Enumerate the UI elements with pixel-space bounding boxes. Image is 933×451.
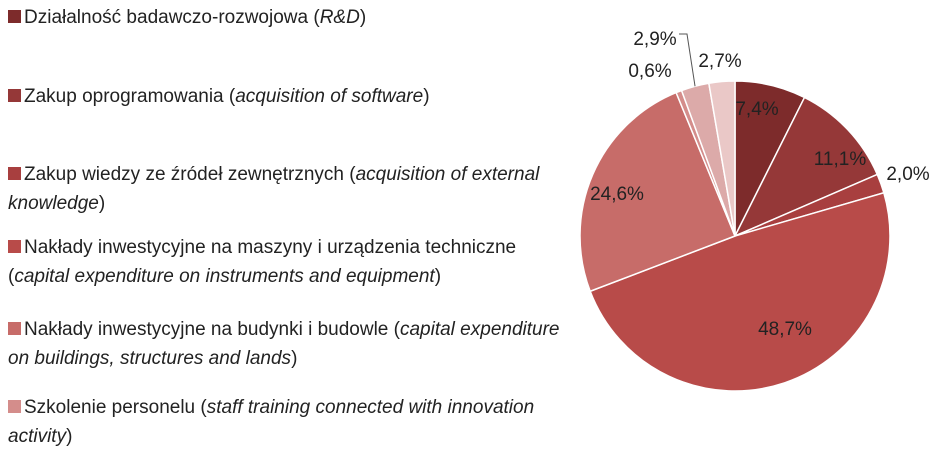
legend-swatch bbox=[8, 400, 21, 413]
legend-text: Zakup wiedzy ze źródeł zewnętrznych ( bbox=[24, 164, 356, 185]
legend-text: Szkolenie personelu ( bbox=[24, 397, 207, 418]
legend-text: ) bbox=[359, 7, 367, 28]
legend-entry: Zakup oprogramowania (acquisition of sof… bbox=[8, 82, 573, 111]
legend-swatch bbox=[8, 240, 21, 253]
legend-text: R&D bbox=[319, 7, 360, 28]
legend-entry: Zakup wiedzy ze źródeł zewnętrznych (acq… bbox=[8, 160, 573, 218]
legend-text: staff training connected with innovation… bbox=[8, 397, 535, 447]
legend-text: acquisition of software bbox=[235, 86, 424, 107]
legend-entry: Nakłady inwestycyjne na maszyny i urządz… bbox=[8, 233, 573, 291]
legend-entry: Działalność badawczo-rozwojowa (R&D) bbox=[8, 3, 573, 32]
legend-entry: Szkolenie personelu (staff training conn… bbox=[8, 393, 573, 451]
legend-text: Nakłady inwestycyjne na budynki i budowl… bbox=[24, 319, 400, 340]
legend-swatch bbox=[8, 10, 21, 23]
legend-text: ) bbox=[66, 426, 73, 447]
legend-swatch bbox=[8, 89, 21, 102]
data-label: 0,6% bbox=[628, 61, 671, 82]
data-label: 24,6% bbox=[590, 184, 644, 205]
legend-text: Działalność badawczo-rozwojowa ( bbox=[24, 7, 320, 28]
legend-text: Nakłady inwestycyjne na maszyny i urządz… bbox=[8, 237, 517, 287]
pie-slice bbox=[589, 191, 891, 392]
legend-text: acquisition of external knowledge bbox=[8, 164, 540, 214]
legend-text: ) bbox=[434, 266, 442, 287]
pie-slice bbox=[707, 80, 736, 237]
pie-slice bbox=[733, 96, 879, 238]
legend-entry: Nakłady inwestycyjne na budynki i budowl… bbox=[8, 315, 573, 373]
data-label: 7,4% bbox=[735, 99, 778, 120]
legend-text: capital expenditure on buildings, struct… bbox=[8, 319, 560, 369]
data-label: 2,0% bbox=[886, 164, 929, 185]
legend-swatch bbox=[8, 322, 21, 335]
data-label: 11,1% bbox=[814, 149, 867, 170]
legend-text: ) bbox=[291, 348, 298, 369]
data-label: 2,7% bbox=[698, 51, 741, 72]
legend-swatch bbox=[8, 167, 21, 180]
legend: Działalność badawczo-rozwojowa (R&D) Zaku… bbox=[8, 3, 573, 451]
legend-text: Zakup oprogramowania ( bbox=[24, 86, 236, 107]
leader-line bbox=[679, 33, 696, 87]
legend-text: ) bbox=[98, 193, 106, 214]
data-label: 2,9% bbox=[633, 29, 676, 50]
data-label: 48,7% bbox=[758, 319, 812, 340]
legend-text: capital expenditure on instruments and e… bbox=[14, 266, 435, 287]
legend-text: ) bbox=[423, 86, 430, 107]
